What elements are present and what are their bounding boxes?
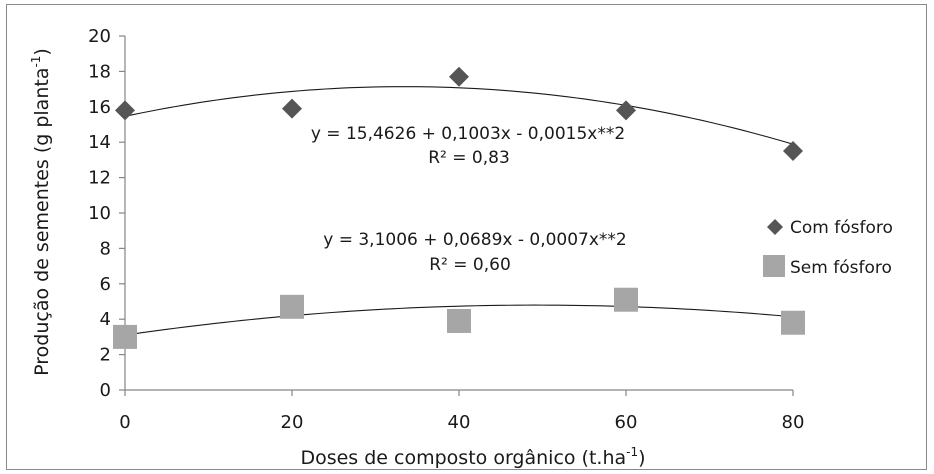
data-points [113, 66, 805, 349]
y-axis-title-main: Produção de sementes (g planta [31, 68, 53, 376]
y-axis-title-end: ) [31, 48, 53, 55]
y-tick-label: 16 [88, 97, 111, 118]
trendline-com-fosforo [124, 86, 794, 145]
point-sem-fosforo [447, 308, 471, 333]
x-tick-label: 20 [281, 412, 304, 433]
y-tick-label: 12 [88, 168, 111, 189]
y-tick-label: 2 [100, 345, 111, 366]
y-axis-title-sup: -1 [29, 56, 43, 68]
legend-label-com-fosforo: Com fósforo [790, 218, 893, 238]
point-sem-fosforo [113, 324, 137, 349]
y-axis-title: Produção de sementes (g planta-1) [29, 48, 53, 376]
y-tick-label: 10 [88, 203, 111, 224]
legend-marker-sem-fosforo [763, 255, 785, 277]
y-tick-label: 8 [100, 238, 111, 259]
y-tick-label: 18 [88, 61, 111, 82]
y-tick-label: 20 [88, 26, 111, 47]
point-com-fosforo [616, 100, 636, 121]
y-tick-label: 6 [100, 274, 111, 295]
equation-com-fosforo: y = 15,4626 + 0,1003x - 0,0015x**2 [311, 124, 625, 144]
trendline-sem-fosforo [124, 304, 794, 336]
x-axis-title: Doses de composto orgânico (t.ha-1) [300, 445, 645, 469]
point-com-fosforo [783, 141, 803, 162]
trendlines [124, 86, 794, 336]
y-tick-label: 4 [100, 309, 111, 330]
x-tick-label: 80 [782, 412, 805, 433]
point-com-fosforo [449, 66, 469, 87]
legend-label-sem-fosforo: Sem fósforo [790, 258, 892, 278]
point-com-fosforo [115, 100, 135, 121]
point-sem-fosforo [614, 287, 638, 312]
r2-sem-fosforo: R² = 0,60 [429, 255, 511, 275]
point-sem-fosforo [781, 310, 805, 335]
x-tick-label: 0 [119, 412, 130, 433]
r2-com-fosforo: R² = 0,83 [428, 148, 510, 168]
x-axis-title-sup: -1 [626, 445, 638, 459]
y-tick-label: 14 [88, 132, 111, 153]
y-tick-label: 0 [100, 380, 111, 401]
point-com-fosforo [282, 98, 302, 119]
x-axis-title-end: ) [638, 447, 645, 469]
legend-marker-com-fosforo [767, 219, 783, 235]
chart-frame [6, 4, 927, 470]
x-axis-title-main: Doses de composto orgânico (t.ha [300, 447, 626, 469]
equation-sem-fosforo: y = 3,1006 + 0,0689x - 0,0007x**2 [323, 230, 627, 250]
legend: Com fósforo Sem fósforo [763, 218, 893, 278]
point-sem-fosforo [280, 294, 304, 319]
x-tick-label: 40 [448, 412, 471, 433]
x-tick-label: 60 [615, 412, 638, 433]
